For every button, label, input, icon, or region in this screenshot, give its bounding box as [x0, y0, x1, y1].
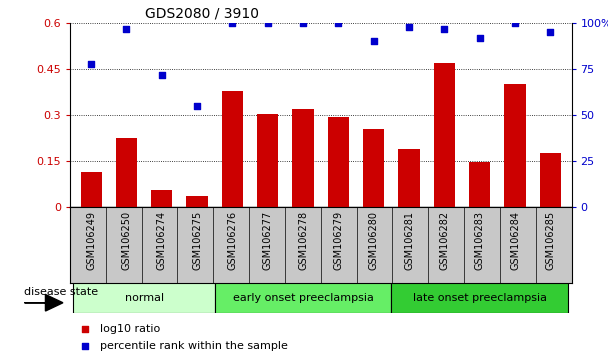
Point — [192, 103, 202, 109]
Bar — [469, 162, 490, 207]
Bar — [392, 283, 568, 313]
Text: normal: normal — [125, 293, 164, 303]
Point — [122, 26, 131, 32]
Point — [80, 326, 90, 331]
Bar — [363, 129, 384, 207]
Text: early onset preeclampsia: early onset preeclampsia — [233, 293, 373, 303]
Bar — [292, 109, 314, 207]
Point — [227, 20, 237, 26]
Text: GDS2080 / 3910: GDS2080 / 3910 — [145, 6, 259, 21]
Text: GSM106284: GSM106284 — [510, 211, 520, 270]
Bar — [215, 283, 392, 313]
Text: GSM106285: GSM106285 — [545, 211, 555, 270]
Point — [86, 61, 96, 66]
Text: GSM106275: GSM106275 — [192, 211, 202, 270]
Text: GSM106250: GSM106250 — [122, 211, 131, 270]
Point — [404, 24, 414, 29]
Bar — [257, 114, 278, 207]
Point — [510, 20, 520, 26]
Text: GSM106249: GSM106249 — [86, 211, 96, 270]
Point — [157, 72, 167, 78]
Text: disease state: disease state — [24, 287, 98, 297]
Bar — [505, 84, 525, 207]
Bar — [434, 63, 455, 207]
Point — [369, 39, 379, 44]
Text: GSM106280: GSM106280 — [368, 211, 379, 270]
Text: GSM106276: GSM106276 — [227, 211, 237, 270]
FancyArrow shape — [24, 295, 63, 311]
Point — [475, 35, 485, 41]
Text: log10 ratio: log10 ratio — [100, 324, 161, 333]
Bar — [116, 138, 137, 207]
Text: GSM106279: GSM106279 — [333, 211, 344, 270]
Text: percentile rank within the sample: percentile rank within the sample — [100, 341, 288, 351]
Point — [263, 20, 272, 26]
Point — [298, 20, 308, 26]
Bar — [74, 283, 215, 313]
Text: GSM106277: GSM106277 — [263, 211, 273, 270]
Text: GSM106283: GSM106283 — [475, 211, 485, 270]
Bar — [328, 116, 349, 207]
Bar — [80, 172, 102, 207]
Text: GSM106281: GSM106281 — [404, 211, 414, 270]
Bar — [398, 149, 420, 207]
Point — [80, 343, 90, 349]
Bar — [187, 196, 208, 207]
Bar — [222, 91, 243, 207]
Point — [545, 29, 555, 35]
Bar — [540, 153, 561, 207]
Point — [440, 26, 449, 32]
Text: GSM106274: GSM106274 — [157, 211, 167, 270]
Text: late onset preeclampsia: late onset preeclampsia — [413, 293, 547, 303]
Text: GSM106278: GSM106278 — [298, 211, 308, 270]
Bar — [151, 190, 172, 207]
Text: GSM106282: GSM106282 — [440, 211, 449, 270]
Point — [334, 20, 344, 26]
